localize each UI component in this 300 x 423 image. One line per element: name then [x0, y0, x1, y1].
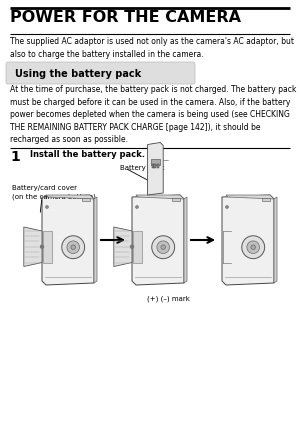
Bar	[151, 159, 160, 165]
Polygon shape	[114, 227, 132, 266]
Circle shape	[46, 206, 49, 209]
Bar	[133, 231, 142, 263]
Bar	[152, 164, 154, 168]
Circle shape	[226, 206, 229, 209]
Circle shape	[62, 236, 85, 258]
Polygon shape	[24, 227, 42, 266]
Circle shape	[161, 245, 166, 250]
Circle shape	[71, 245, 76, 250]
Polygon shape	[136, 195, 184, 199]
Polygon shape	[148, 143, 163, 195]
Circle shape	[251, 245, 256, 250]
Circle shape	[152, 236, 175, 258]
Bar	[262, 198, 270, 201]
Circle shape	[130, 245, 134, 248]
Circle shape	[40, 245, 43, 248]
Circle shape	[67, 241, 80, 253]
Text: At the time of purchase, the battery pack is not charged. The battery pack
must : At the time of purchase, the battery pac…	[10, 85, 296, 144]
Polygon shape	[42, 195, 94, 285]
Bar	[172, 198, 180, 201]
Bar	[157, 164, 159, 168]
Text: Battery/card cover
(on the camera bottom): Battery/card cover (on the camera bottom…	[12, 185, 96, 200]
Text: Using the battery pack: Using the battery pack	[15, 69, 141, 79]
FancyBboxPatch shape	[6, 62, 195, 84]
Circle shape	[136, 206, 139, 209]
Bar	[43, 231, 52, 263]
Polygon shape	[94, 197, 97, 283]
Polygon shape	[274, 197, 277, 283]
Bar	[154, 164, 156, 168]
Polygon shape	[184, 197, 187, 283]
Text: (+) (–) mark: (+) (–) mark	[147, 295, 189, 302]
Circle shape	[247, 241, 260, 253]
Circle shape	[242, 236, 265, 258]
Text: POWER FOR THE CAMERA: POWER FOR THE CAMERA	[10, 10, 241, 25]
Text: Install the battery pack.: Install the battery pack.	[30, 150, 145, 159]
Text: Battery pack: Battery pack	[120, 165, 165, 171]
Bar	[82, 198, 90, 201]
Text: 1: 1	[10, 150, 20, 164]
Text: The supplied AC adaptor is used not only as the camera's AC adaptor, but
also to: The supplied AC adaptor is used not only…	[10, 37, 294, 58]
Polygon shape	[132, 195, 184, 285]
Polygon shape	[46, 195, 94, 199]
Polygon shape	[222, 195, 274, 285]
Polygon shape	[226, 195, 274, 199]
Circle shape	[157, 241, 169, 253]
